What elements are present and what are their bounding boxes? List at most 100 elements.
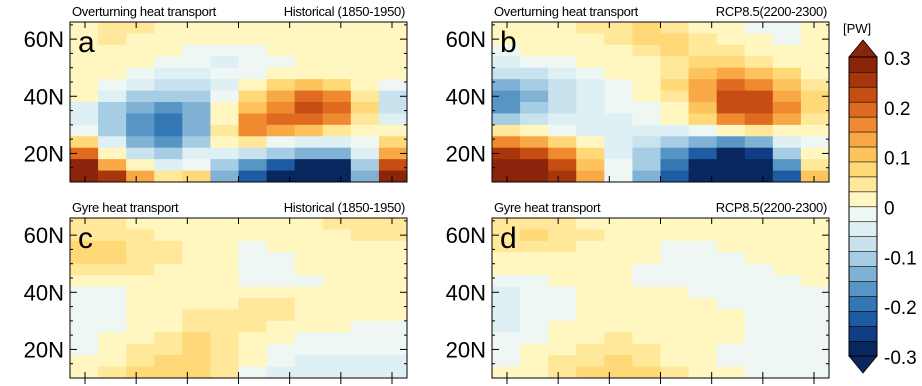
heatmap-cell (98, 102, 127, 114)
heatmap-cell (688, 33, 718, 46)
heatmap-cell (492, 275, 521, 287)
heatmap-cell (182, 252, 211, 265)
heatmap-cell (716, 263, 746, 276)
heatmap-cell (350, 275, 380, 287)
heatmap-cell (632, 22, 661, 34)
heatmap-cell (126, 309, 155, 322)
heatmap-cell (744, 229, 774, 242)
heatmap-cell (98, 309, 127, 322)
heatmap-cell (632, 79, 661, 91)
heatmap-cell (238, 263, 267, 276)
heatmap-cell (576, 147, 605, 160)
heatmap-cell (98, 136, 127, 149)
heatmap-cell (70, 355, 99, 367)
heatmap-cell (322, 147, 352, 160)
heatmap-cell (660, 124, 689, 137)
heatmap-cell (744, 136, 774, 149)
heatmap-cell (126, 218, 155, 230)
heatmap-cell (548, 124, 577, 137)
heatmap-cell (210, 67, 239, 80)
heatmap-cell (70, 263, 99, 276)
heatmap-cell (772, 170, 802, 183)
heatmap-cell (126, 298, 155, 310)
heatmap-cell (182, 366, 211, 379)
heatmap-cell (632, 286, 661, 299)
heatmap-cell (154, 90, 183, 103)
heatmap-cell (492, 298, 521, 310)
heatmap-cell (520, 355, 549, 367)
heatmap-cell (154, 252, 183, 265)
heatmap-cell (294, 275, 324, 287)
heatmap-cell (322, 332, 352, 345)
heatmap-cell (604, 366, 633, 379)
heatmap-cell (70, 136, 99, 149)
heatmap-cell (660, 309, 689, 322)
heatmap-cell (238, 275, 267, 287)
heatmap-cell (182, 286, 211, 299)
heatmap-cell (492, 343, 521, 356)
heatmap-cell (548, 320, 577, 333)
heatmap-cell (238, 320, 267, 333)
heatmap-cell (772, 252, 802, 265)
heatmap-cell (632, 320, 661, 333)
heatmap-cell (98, 67, 127, 80)
heatmap-cell (126, 147, 155, 160)
heatmap-cell (520, 159, 549, 171)
heatmap-cell (266, 170, 296, 183)
heatmap-cell (70, 170, 99, 183)
heatmap-cell (322, 67, 352, 80)
heatmap-cell (238, 252, 267, 265)
heatmap-cell (548, 56, 577, 69)
panel-title-left: Overturning heat transport (72, 4, 217, 19)
heatmap-cell (266, 159, 296, 171)
heatmap-cell (520, 56, 549, 69)
heatmap-cell (238, 136, 267, 149)
heatmap-cell (548, 355, 577, 367)
heatmap-cell (632, 124, 661, 137)
heatmap-cell (632, 113, 661, 126)
heatmap-cell (660, 113, 689, 126)
heatmap-cell (800, 332, 830, 345)
heatmap-cell (772, 366, 802, 379)
heatmap-cell (576, 79, 605, 91)
heatmap-cell (688, 102, 718, 114)
colorbar-unit: [PW] (843, 21, 871, 36)
heatmap-cell (716, 343, 746, 356)
heatmap-cell (520, 252, 549, 265)
heatmap-cell (716, 309, 746, 322)
heatmap-cell (210, 355, 239, 367)
heatmap-cell (772, 240, 802, 253)
heatmap-cell (266, 56, 296, 69)
heatmap-cell (294, 90, 324, 103)
heatmap-cell (350, 159, 380, 171)
heatmap-cell (266, 309, 296, 322)
heatmap-cell (70, 44, 99, 57)
heatmap-cell (548, 286, 577, 299)
colorbar-tick-label: 0.3 (884, 49, 910, 70)
heatmap-cell (322, 170, 352, 183)
heatmap-cell (350, 332, 380, 345)
heatmap-cell (238, 218, 267, 230)
heatmap-cell (744, 33, 774, 46)
heatmap-cell (70, 90, 99, 103)
heatmap-cell (492, 366, 521, 379)
heatmap-cell (744, 240, 774, 253)
heatmap-cell (182, 56, 211, 69)
heatmap-cell (182, 263, 211, 276)
heatmap-cell (350, 124, 380, 137)
heatmap-cell (154, 286, 183, 299)
heatmap-cell (772, 79, 802, 91)
heatmap-cell (492, 67, 521, 80)
heatmap-cell (126, 159, 155, 171)
heatmap-cell (98, 79, 127, 91)
heatmap-cell (322, 113, 352, 126)
heatmap-cell (716, 366, 746, 379)
heatmap-cell (800, 159, 830, 171)
heatmap-cell (688, 170, 718, 183)
heatmap-cell (350, 67, 380, 80)
colorbar-segment (848, 280, 878, 297)
heatmap-cell (378, 298, 408, 310)
heatmap-cell (182, 159, 211, 171)
colorbar-segment (848, 191, 878, 208)
heatmap-cell (238, 170, 267, 183)
